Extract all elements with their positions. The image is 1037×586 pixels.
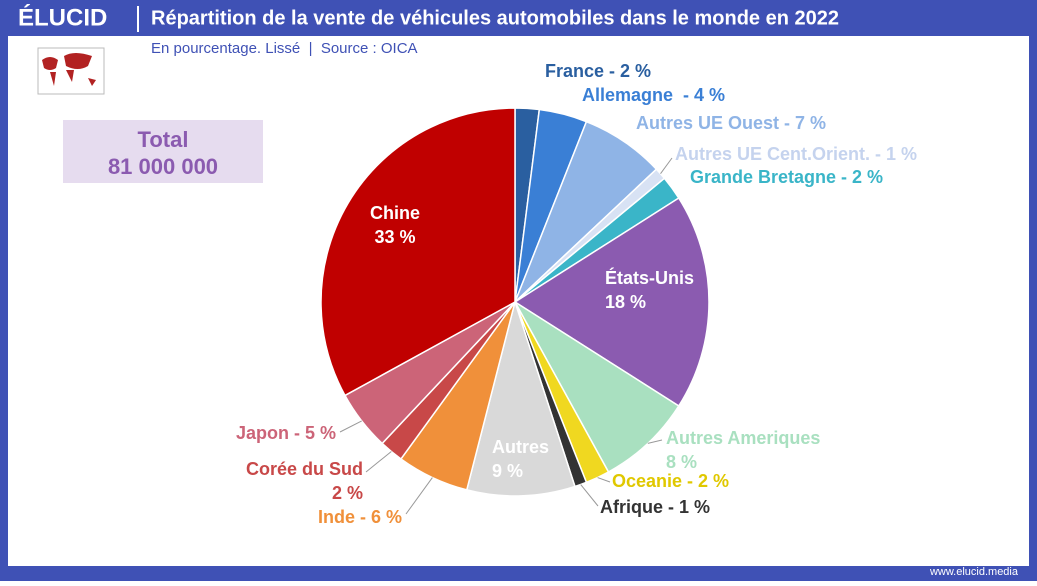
pie-slice [513,197,710,407]
chart-title: Répartition de la vente de véhicules aut… [151,7,839,29]
data-label: Autres [492,437,549,457]
data-label: 2 % [332,483,363,503]
total-value: 81 000 000 [108,154,218,179]
data-label: Grande Bretagne - 2 % [690,167,883,187]
logo: ÉLUCID [18,3,107,31]
pie-slice [465,299,576,497]
leader-line [339,420,362,433]
data-label: Inde - 6 % [318,507,402,527]
leader-line [660,157,673,175]
data-label: Afrique - 1 % [600,497,710,517]
leader-line [647,439,663,444]
data-label: Autres Ameriques [666,428,820,448]
subtitle: En pourcentage. Lissé | Source : OICA [151,40,418,57]
data-label: 9 % [492,461,523,481]
pie-slice [320,107,516,397]
footer: www.elucid.media [929,566,1019,578]
leader-line [365,451,392,473]
leader-line [580,484,599,507]
data-label: Corée du Sud [246,459,363,479]
data-label: 8 % [666,452,697,472]
data-label: France - 2 % [545,61,651,81]
pie-slice [514,301,680,474]
total-box [63,120,263,183]
leader-line [597,477,611,483]
data-label: Oceanie - 2 % [612,471,729,491]
map-icon [37,47,105,95]
data-label: Allemagne - 4 % [582,85,725,105]
data-label: 33 % [374,227,415,247]
data-label: États-Unis [605,267,694,288]
data-label: Autres UE Cent.Orient. - 1 % [675,144,917,164]
total-label: Total [138,127,189,152]
data-label: Chine [370,203,420,223]
data-label: Autres UE Ouest - 7 % [636,113,826,133]
data-label: 18 % [605,292,646,312]
data-label: Japon - 5 % [236,423,336,443]
leader-line [405,477,433,515]
